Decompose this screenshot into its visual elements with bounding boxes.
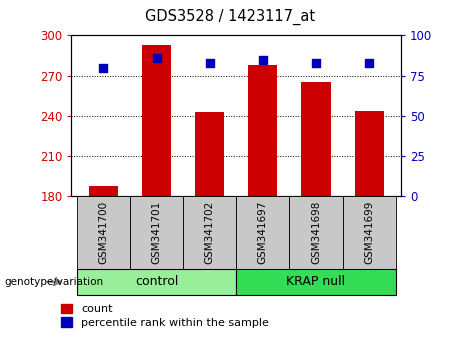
Bar xyxy=(142,45,171,196)
Text: GSM341697: GSM341697 xyxy=(258,201,268,264)
Bar xyxy=(343,196,396,269)
Bar xyxy=(236,196,290,269)
Bar xyxy=(77,196,130,269)
Text: GSM341700: GSM341700 xyxy=(98,201,108,264)
Text: GSM341698: GSM341698 xyxy=(311,201,321,264)
Bar xyxy=(355,110,384,196)
Text: GSM341699: GSM341699 xyxy=(364,201,374,264)
Point xyxy=(100,65,107,70)
Text: control: control xyxy=(135,275,178,288)
Text: genotype/variation: genotype/variation xyxy=(5,277,104,287)
Text: GSM341701: GSM341701 xyxy=(152,201,161,264)
Bar xyxy=(301,82,331,196)
Point xyxy=(153,55,160,61)
Bar xyxy=(290,196,343,269)
Bar xyxy=(89,186,118,196)
Bar xyxy=(130,196,183,269)
Legend: count, percentile rank within the sample: count, percentile rank within the sample xyxy=(61,304,269,328)
Bar xyxy=(248,65,278,196)
Bar xyxy=(183,196,236,269)
Bar xyxy=(77,269,236,295)
Point xyxy=(312,60,319,65)
Point xyxy=(366,60,373,65)
Text: KRAP null: KRAP null xyxy=(286,275,346,288)
Text: GDS3528 / 1423117_at: GDS3528 / 1423117_at xyxy=(145,9,316,25)
Point xyxy=(206,60,213,65)
Bar xyxy=(236,269,396,295)
Point xyxy=(259,57,266,62)
Text: GSM341702: GSM341702 xyxy=(205,201,215,264)
Bar xyxy=(195,112,225,196)
